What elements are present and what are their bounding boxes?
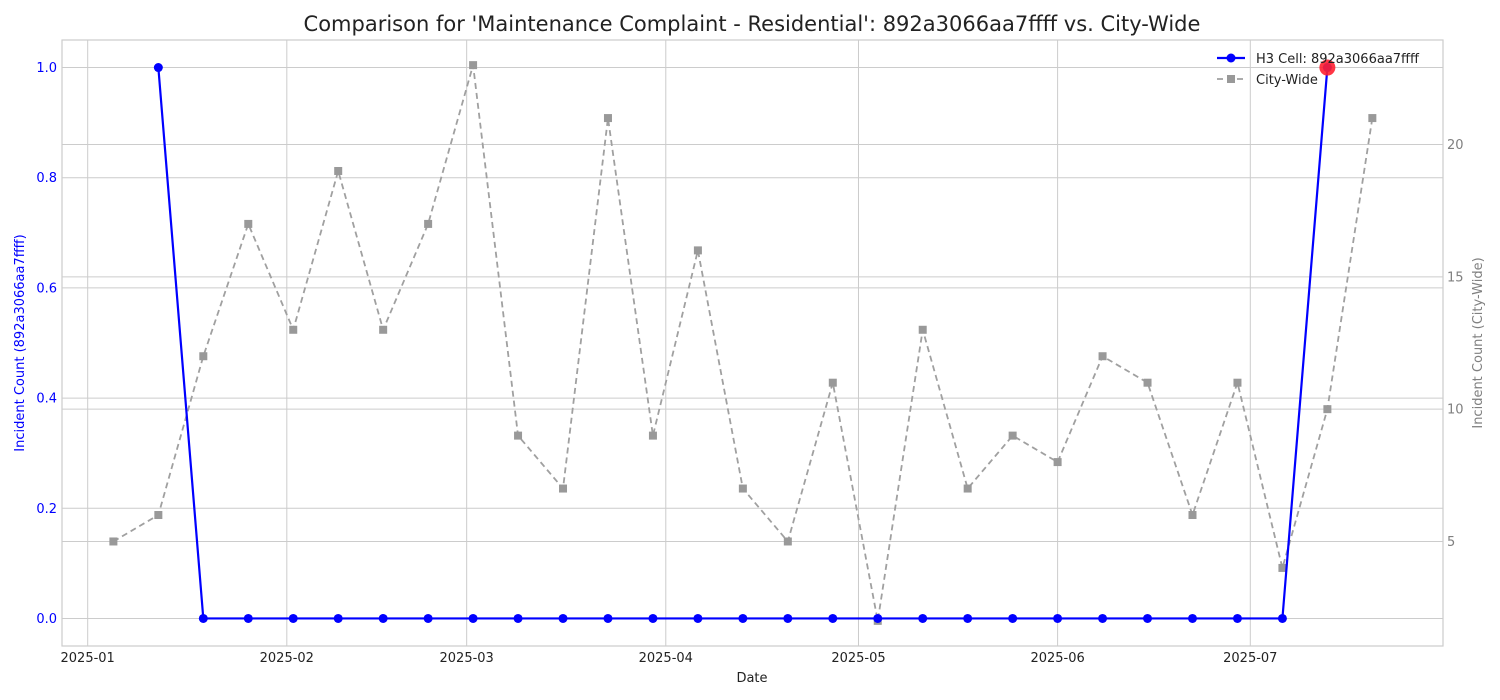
h3-cell-point bbox=[1008, 613, 1018, 623]
h3-cell-point bbox=[1098, 613, 1108, 623]
h3-cell-point bbox=[513, 613, 523, 623]
legend-city-marker bbox=[1227, 75, 1235, 83]
x-tick-label: 2025-07 bbox=[1223, 651, 1277, 666]
y-left-tick-label: 0.2 bbox=[36, 502, 57, 517]
h3-cell-point bbox=[243, 613, 253, 623]
x-tick-label: 2025-02 bbox=[260, 651, 314, 666]
city-wide-line bbox=[112, 64, 1374, 622]
legend-h3-label: H3 Cell: 892a3066aa7ffff bbox=[1256, 52, 1420, 67]
plot-frame bbox=[61, 39, 1444, 647]
h3-cell-point bbox=[783, 613, 793, 623]
city-wide-point bbox=[244, 219, 253, 228]
city-wide-point bbox=[648, 431, 657, 440]
y-right-tick-label: 20 bbox=[1447, 138, 1464, 153]
city-wide-point bbox=[738, 484, 747, 493]
city-wide-point bbox=[1053, 458, 1062, 467]
city-wide-point bbox=[828, 378, 837, 387]
highlight-point bbox=[1319, 59, 1336, 76]
h3-cell-point bbox=[828, 613, 838, 623]
y-left-tick-label: 0.8 bbox=[36, 171, 57, 186]
y-left-tick-label: 0.4 bbox=[36, 392, 57, 407]
city-wide-point bbox=[289, 325, 298, 334]
city-wide-point bbox=[1323, 405, 1332, 414]
city-wide-point bbox=[334, 166, 343, 175]
h3-cell-point bbox=[153, 63, 163, 73]
city-wide-point bbox=[1233, 378, 1242, 387]
h3-cell-point bbox=[558, 613, 568, 623]
city-wide-point bbox=[109, 537, 118, 546]
x-tick-label: 2025-03 bbox=[440, 651, 494, 666]
y-left-tick-label: 1.0 bbox=[36, 61, 57, 76]
city-wide-point bbox=[154, 511, 163, 520]
h3-cell-point bbox=[918, 613, 928, 623]
y-left-tick-label: 0.0 bbox=[36, 612, 57, 627]
h3-cell-point bbox=[648, 613, 658, 623]
x-tick-label: 2025-06 bbox=[1030, 651, 1084, 666]
city-wide-point bbox=[559, 484, 568, 493]
y-right-tick-label: 15 bbox=[1447, 270, 1464, 285]
city-wide-point bbox=[1278, 563, 1287, 572]
h3-cell-point bbox=[288, 613, 298, 623]
city-wide-point bbox=[469, 61, 478, 70]
y-axis-left-label: Incident Count (892a3066aa7ffff) bbox=[13, 234, 28, 451]
h3-cell-point bbox=[1232, 613, 1242, 623]
h3-cell-point bbox=[1053, 613, 1063, 623]
h3-cell-point bbox=[468, 613, 478, 623]
y-right-tick-label: 10 bbox=[1447, 403, 1464, 418]
city-wide-point bbox=[514, 431, 523, 440]
x-axis-label: Date bbox=[736, 671, 767, 686]
city-wide-point bbox=[1143, 378, 1152, 387]
h3-cell-point bbox=[738, 613, 748, 623]
city-wide-point bbox=[379, 325, 388, 334]
h3-cell-point bbox=[963, 613, 973, 623]
h3-cell-point bbox=[1277, 613, 1287, 623]
city-wide-point bbox=[1368, 114, 1377, 123]
city-wide-point bbox=[424, 219, 433, 228]
legend-city-label: City-Wide bbox=[1256, 73, 1318, 88]
h3-cell-line bbox=[157, 67, 1329, 620]
h3-cell-point bbox=[333, 613, 343, 623]
city-wide-point bbox=[783, 537, 792, 546]
legend-h3-marker bbox=[1226, 53, 1236, 63]
city-wide-point bbox=[1098, 352, 1107, 361]
h3-cell-point bbox=[198, 613, 208, 623]
chart-title: Comparison for 'Maintenance Complaint - … bbox=[304, 12, 1201, 36]
y-left-tick-label: 0.6 bbox=[36, 281, 57, 296]
city-wide-point bbox=[603, 114, 612, 123]
x-tick-label: 2025-04 bbox=[639, 651, 693, 666]
h3-cell-point bbox=[693, 613, 703, 623]
y-right-tick-label: 5 bbox=[1447, 535, 1455, 550]
city-wide-point bbox=[1188, 511, 1197, 520]
x-tick-label: 2025-05 bbox=[831, 651, 885, 666]
h3-cell-point bbox=[1187, 613, 1197, 623]
city-wide-point bbox=[963, 484, 972, 493]
h3-cell-point bbox=[1143, 613, 1153, 623]
legend: H3 Cell: 892a3066aa7ffff City-Wide bbox=[1217, 52, 1420, 88]
city-wide-point bbox=[693, 246, 702, 255]
city-wide-point bbox=[1008, 431, 1017, 440]
h3-cell-point bbox=[423, 613, 433, 623]
y-axis-right-label: Incident Count (City-Wide) bbox=[1471, 257, 1486, 428]
city-wide-point bbox=[199, 352, 208, 361]
x-tick-label: 2025-01 bbox=[61, 651, 115, 666]
city-wide-point bbox=[918, 325, 927, 334]
h3-cell-point bbox=[378, 613, 388, 623]
h3-cell-point bbox=[603, 613, 613, 623]
h3-cell-point bbox=[873, 613, 883, 623]
